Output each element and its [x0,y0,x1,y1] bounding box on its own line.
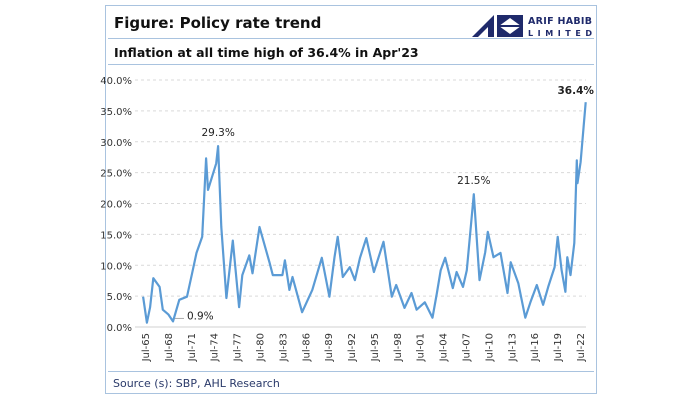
x-tick-label: Jul-68 [164,333,175,362]
y-tick-label: 35.0% [100,107,132,118]
x-tick-label: Jul-98 [393,333,404,362]
y-tick-label: 0.0% [107,323,132,334]
y-tick-label: 40.0% [100,76,132,87]
x-tick-label: Jul-19 [553,333,564,362]
divider [108,38,594,39]
x-tick-label: Jul-86 [301,333,312,362]
x-tick-label: Jul-22 [576,333,587,362]
x-tick-label: Jul-04 [439,333,450,362]
svg-text:L I M I T E D: L I M I T E D [528,29,592,38]
x-tick-label: Jul-74 [210,333,221,362]
data-label: 36.4% [558,85,595,97]
arif-habib-logo: ARIF HABIB L I M I T E D [472,15,592,38]
y-tick-label: 5.0% [107,292,132,303]
source-note: Source (s): SBP, AHL Research [113,377,280,390]
data-label: 21.5% [457,175,490,187]
data-label: 0.9% [187,310,214,322]
x-tick-label: Jul-71 [187,333,198,362]
x-tick-label: Jul-01 [416,333,427,362]
x-tick-label: Jul-89 [324,333,335,362]
divider [108,371,594,372]
x-tick-label: Jul-83 [278,333,289,362]
x-tick-label: Jul-77 [233,333,244,362]
chart-frame [105,5,597,394]
x-tick-label: Jul-80 [255,333,266,362]
inflation-series-line [142,102,587,324]
y-tick-label: 30.0% [100,138,132,149]
x-tick-label: Jul-10 [484,333,495,362]
divider [108,64,594,65]
x-tick-label: Jul-95 [370,333,381,362]
y-tick-label: 25.0% [100,169,132,180]
svg-text:ARIF HABIB: ARIF HABIB [528,16,592,27]
data-label: 29.3% [201,127,234,139]
figure-title: Figure: Policy rate trend [114,14,322,32]
x-tick-label: Jul-92 [347,333,358,362]
chart-subtitle: Inflation at all time high of 36.4% in A… [114,45,419,60]
x-tick-label: Jul-16 [530,333,541,362]
y-tick-label: 10.0% [100,261,132,272]
x-tick-label: Jul-07 [462,333,473,362]
x-tick-label: Jul-13 [507,333,518,362]
y-tick-label: 15.0% [100,230,132,241]
y-tick-label: 20.0% [100,200,132,211]
x-tick-label: Jul-65 [141,333,152,362]
